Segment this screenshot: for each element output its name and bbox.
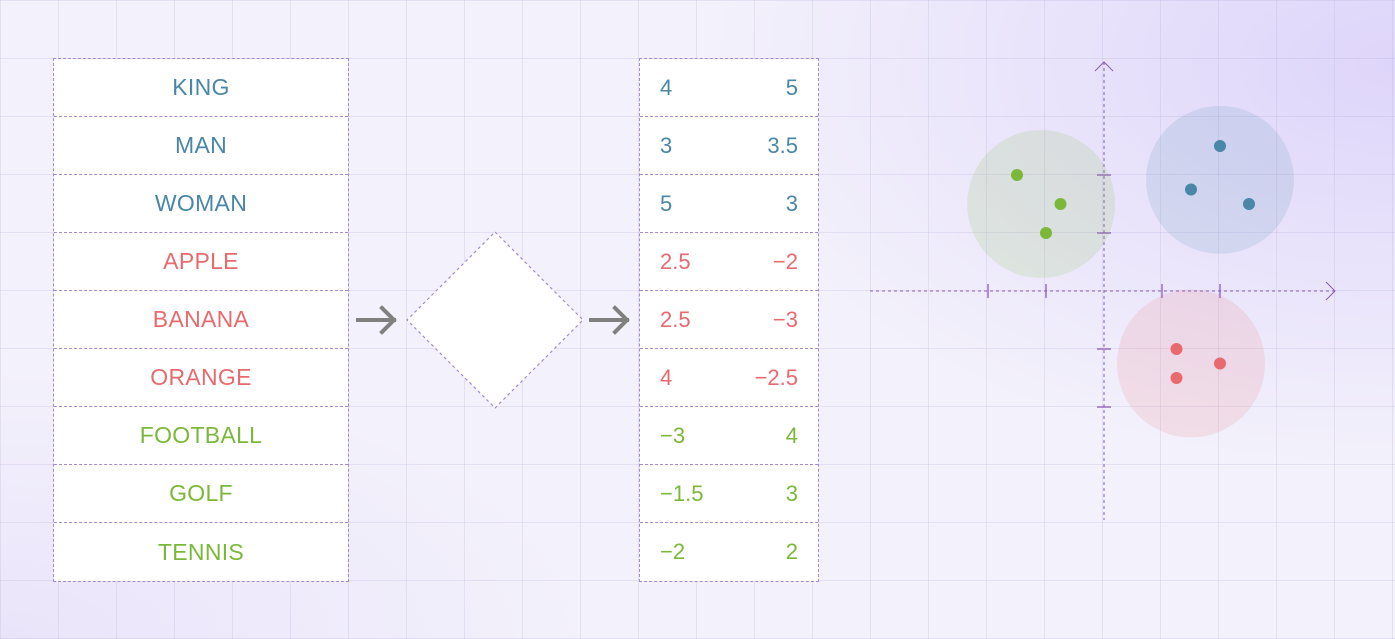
vector-y: 3 — [785, 480, 798, 506]
vector-x: 5 — [660, 190, 673, 216]
x-axis-arrow — [1325, 281, 1336, 301]
word-label: TENNIS — [157, 538, 245, 565]
vector-y: 5 — [785, 74, 798, 100]
cluster-sports — [967, 130, 1116, 278]
vector-row: 2.5 −2 — [640, 233, 818, 291]
vector-x: −3 — [660, 422, 686, 448]
word-row: GOLF — [54, 465, 348, 523]
word-row: WOMAN — [54, 175, 348, 233]
vector-x: 2.5 — [660, 306, 691, 332]
data-point — [1011, 169, 1023, 181]
vector-row: 4 −2.5 — [640, 349, 818, 407]
vector-y: 4 — [785, 422, 798, 448]
word-row: APPLE — [54, 233, 348, 291]
data-point — [1243, 198, 1255, 210]
vector-y: 3 — [785, 190, 798, 216]
cluster-people — [1146, 105, 1294, 254]
word-label: GOLF — [169, 480, 233, 506]
vector-x: 3 — [660, 132, 673, 158]
vector-x: 4 — [660, 74, 673, 100]
word-label: BANANA — [152, 306, 250, 332]
y-axis-arrow — [1094, 61, 1114, 72]
word-label: FOOTBALL — [139, 422, 263, 448]
vector-x: 2.5 — [660, 248, 691, 274]
word-row: KING — [54, 59, 348, 117]
vector-y: 2 — [785, 539, 798, 564]
data-point — [1214, 140, 1226, 152]
vector-row: −3 4 — [640, 407, 818, 465]
word-row: MAN — [54, 117, 348, 175]
word-row: FOOTBALL — [54, 407, 348, 465]
vector-row: 2.5 −3 — [640, 291, 818, 349]
data-point — [1214, 357, 1226, 370]
model-diamond — [406, 231, 584, 409]
embedding-plot — [870, 61, 1336, 520]
word-row: BANANA — [54, 291, 348, 349]
cluster-fruit — [1117, 289, 1265, 438]
arrow-right-icon — [589, 305, 630, 335]
vector-x: −1.5 — [660, 480, 704, 506]
word-label: KING — [172, 74, 230, 100]
vector-x: −2 — [660, 539, 686, 564]
data-point — [1185, 183, 1197, 196]
vector-row: −2 2 — [640, 523, 818, 581]
vector-row: −1.5 3 — [640, 465, 818, 523]
data-point — [1040, 227, 1052, 239]
vector-y: −3 — [772, 306, 798, 332]
vector-x: 4 — [660, 364, 673, 390]
word-row: TENNIS — [54, 523, 348, 581]
data-point — [1170, 372, 1183, 384]
word-label: APPLE — [163, 248, 239, 274]
arrow-right-icon — [356, 305, 397, 335]
word-label: ORANGE — [150, 364, 252, 390]
vector-y: −2 — [772, 248, 798, 274]
data-point — [1170, 343, 1183, 355]
word-label: MAN — [174, 132, 227, 158]
data-point — [1054, 198, 1067, 210]
word-label: WOMAN — [154, 190, 248, 216]
vector-y: 3.5 — [767, 132, 798, 158]
vector-row: 3 3.5 — [640, 117, 818, 175]
vector-y: −2.5 — [754, 364, 798, 390]
word-list: KING MAN WOMAN APPLE BANANA ORANGE FOOTB… — [53, 58, 349, 582]
word-row: ORANGE — [54, 349, 348, 407]
